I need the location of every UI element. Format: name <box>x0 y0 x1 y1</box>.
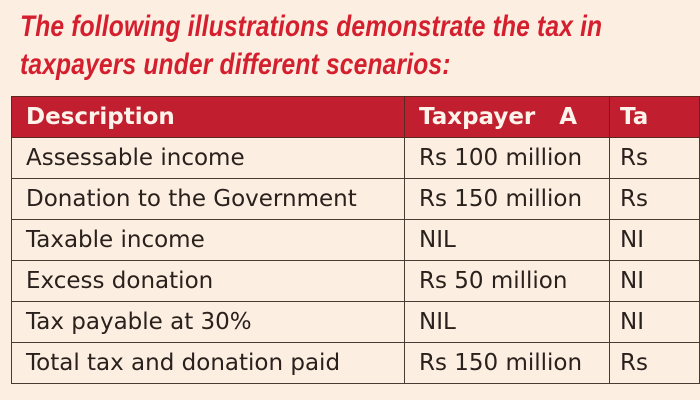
header-description: Description <box>11 96 405 138</box>
header-taxpayer-a: Taxpayer A <box>403 96 611 138</box>
table-header-row: Description Taxpayer A Ta <box>11 96 700 138</box>
page-title: The following illustrations demonstrate … <box>20 8 602 84</box>
title-line-1: The following illustrations demonstrate … <box>20 10 603 43</box>
row-taxpayer-b: NI <box>609 260 700 302</box>
title-line-2: taxpayers under different scenarios: <box>20 48 451 81</box>
row-taxpayer-b: NI <box>609 219 700 261</box>
table-row: Donation to the Government Rs 150 millio… <box>11 178 700 220</box>
table-row: Tax payable at 30% NIL NI <box>11 301 700 343</box>
table-row: Excess donation Rs 50 million NI <box>11 260 700 302</box>
row-description: Taxable income <box>11 219 405 261</box>
row-description: Donation to the Government <box>11 178 405 220</box>
tax-illustration-table: Description Taxpayer A Ta Assessable inc… <box>11 96 700 384</box>
row-description: Excess donation <box>11 260 405 302</box>
row-taxpayer-a: Rs 50 million <box>403 260 611 302</box>
row-taxpayer-a: NIL <box>403 219 611 261</box>
row-taxpayer-a: Rs 150 million <box>403 178 611 220</box>
row-taxpayer-a: NIL <box>403 301 611 343</box>
table-row: Total tax and donation paid Rs 150 milli… <box>11 342 700 384</box>
row-taxpayer-b: Rs <box>609 342 700 384</box>
row-taxpayer-b: Rs <box>609 137 700 179</box>
row-taxpayer-a: Rs 150 million <box>403 342 611 384</box>
row-taxpayer-a: Rs 100 million <box>403 137 611 179</box>
row-description: Assessable income <box>11 137 405 179</box>
row-taxpayer-b: NI <box>609 301 700 343</box>
row-description: Total tax and donation paid <box>11 342 405 384</box>
table-row: Taxable income NIL NI <box>11 219 700 261</box>
table-row: Assessable income Rs 100 million Rs <box>11 137 700 179</box>
row-taxpayer-b: Rs <box>609 178 700 220</box>
header-taxpayer-b: Ta <box>609 96 700 138</box>
row-description: Tax payable at 30% <box>11 301 405 343</box>
